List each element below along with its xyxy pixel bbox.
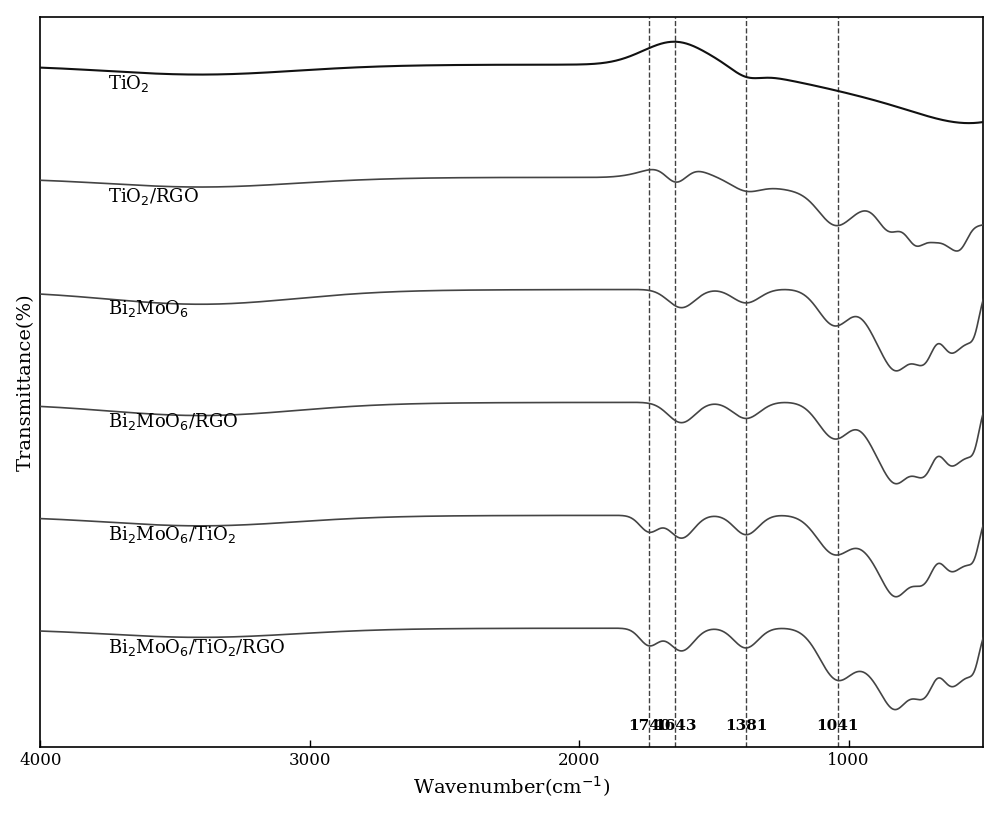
Text: Bi$_2$MoO$_6$: Bi$_2$MoO$_6$ <box>108 299 189 319</box>
Text: Bi$_2$MoO$_6$/TiO$_2$/RGO: Bi$_2$MoO$_6$/TiO$_2$/RGO <box>108 636 285 658</box>
Text: TiO$_2$: TiO$_2$ <box>108 73 149 94</box>
Text: TiO$_2$/RGO: TiO$_2$/RGO <box>108 186 199 206</box>
Text: 1740: 1740 <box>628 719 670 733</box>
Text: Bi$_2$MoO$_6$/TiO$_2$: Bi$_2$MoO$_6$/TiO$_2$ <box>108 524 235 545</box>
Text: Bi$_2$MoO$_6$/RGO: Bi$_2$MoO$_6$/RGO <box>108 411 238 432</box>
Text: 1381: 1381 <box>725 719 767 733</box>
Y-axis label: Transmittance(%): Transmittance(%) <box>17 293 35 471</box>
Text: 1041: 1041 <box>816 719 859 733</box>
X-axis label: Wavenumber(cm$^{-1}$): Wavenumber(cm$^{-1}$) <box>413 774 610 800</box>
Text: 1643: 1643 <box>654 719 697 733</box>
